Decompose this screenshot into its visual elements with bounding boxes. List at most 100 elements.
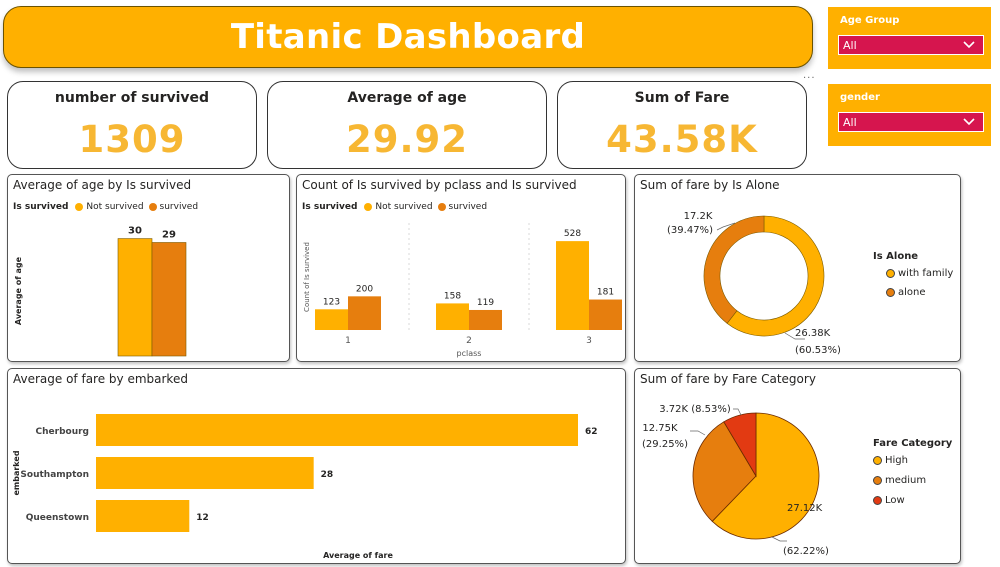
data-label-percent: (29.25%) xyxy=(642,439,688,450)
y-axis-label: embarked xyxy=(12,450,21,495)
dashboard-title-bar: Titanic Dashboard xyxy=(3,6,813,68)
chart-fare-by-is-alone[interactable]: Sum of fare by Is Alone 26.38K (60.53%) 17… xyxy=(634,174,961,362)
chart-fare-by-category[interactable]: Sum of fare by Fare Category 27.12K (62.2… xyxy=(634,368,961,564)
y-axis-label: Count of Is survived xyxy=(303,242,311,312)
legend-marker xyxy=(886,288,895,297)
data-label: 181 xyxy=(597,288,614,298)
bar-survived xyxy=(469,309,502,330)
chart-title: Sum of fare by Fare Category xyxy=(640,372,816,386)
x-axis-label: pclass xyxy=(457,349,482,358)
chart-plot: 26.38K (60.53%) 17.2K (39.47%) xyxy=(667,211,841,356)
data-label-value: 12.75K xyxy=(642,423,678,434)
chevron-down-icon xyxy=(963,41,975,49)
legend-item-label: Not survived xyxy=(375,202,433,212)
bar-not-survived xyxy=(556,241,589,330)
legend-item: medium xyxy=(873,475,926,486)
data-label-value: 26.38K xyxy=(795,328,831,339)
leader-line xyxy=(733,408,742,416)
chart-age-by-survived[interactable]: Average of age by Is survived Is survive… xyxy=(7,174,290,362)
legend-marker xyxy=(148,203,157,211)
legend-item-label: alone xyxy=(898,287,926,298)
leader-line xyxy=(771,536,787,542)
legend-item-label: Not survived xyxy=(86,202,144,212)
donut-slice-alone xyxy=(703,215,765,324)
data-label: 30 xyxy=(128,226,142,237)
legend-item-label: medium xyxy=(885,475,927,486)
chevron-down-icon xyxy=(963,118,975,126)
bar-not-survived xyxy=(315,309,348,330)
legend-marker xyxy=(873,456,882,465)
legend-title: Is survived xyxy=(13,202,69,212)
bar-survived xyxy=(151,242,187,357)
chart-plot: 123 200 1 158 119 2 528 181 3 pclass Count of Is s… xyxy=(303,223,622,358)
kpi-card-average-age[interactable]: Average of age 29.92 xyxy=(267,81,547,169)
legend-marker xyxy=(75,203,84,211)
x-axis-label: Average of fare xyxy=(323,551,393,560)
kpi-value: 1309 xyxy=(78,118,186,161)
more-options-icon[interactable]: ··· xyxy=(803,73,816,84)
data-label-percent: (39.47%) xyxy=(667,225,713,236)
bar-cherbourg xyxy=(96,414,578,446)
chart-legend: Is survived Not survived survived xyxy=(13,202,198,212)
donut-slice-with-family xyxy=(726,215,825,337)
data-label: 12 xyxy=(196,513,209,523)
kpi-card-survived[interactable]: number of survived 1309 xyxy=(7,81,257,169)
y-tick-label: Southampton xyxy=(20,470,89,480)
legend-item: alone xyxy=(886,287,926,298)
pie-slice-low xyxy=(723,412,757,478)
gender-dropdown-value: All xyxy=(843,116,857,129)
kpi-label: Sum of Fare xyxy=(634,90,730,106)
legend-item: Low xyxy=(873,495,905,506)
chart-plot: 27.12K (62.22%) 12.75K (29.25%) 3.72K (8.53%… xyxy=(642,404,829,557)
slicer-age-group: Age Group All xyxy=(828,7,991,69)
legend-item-label: Low xyxy=(885,495,905,506)
chart-count-by-pclass[interactable]: Count of Is survived by pclass and Is su… xyxy=(296,174,626,362)
legend-title: Is Alone xyxy=(873,251,919,262)
bar-queenstown xyxy=(96,500,190,532)
kpi-label: Average of age xyxy=(347,90,467,106)
x-tick-label: 1 xyxy=(345,336,351,346)
kpi-value: 29.92 xyxy=(345,118,469,161)
legend-item: High xyxy=(873,455,908,466)
age-group-dropdown-value: All xyxy=(843,39,857,52)
age-group-dropdown[interactable]: All xyxy=(838,35,984,55)
bar-not-survived xyxy=(117,238,153,357)
slicer-gender: gender All xyxy=(828,84,991,146)
legend-title: Fare Category xyxy=(873,438,953,449)
data-label: 123 xyxy=(323,297,340,307)
chart-fare-by-embarked[interactable]: Average of fare by embarked Cherbourg 62 S… xyxy=(7,368,626,564)
slicer-gender-label: gender xyxy=(840,92,880,103)
legend-marker xyxy=(437,203,446,211)
chart-title: Sum of fare by Is Alone xyxy=(640,178,780,192)
x-tick-label: 3 xyxy=(586,336,592,346)
data-label: 62 xyxy=(585,427,598,437)
leader-line xyxy=(716,222,736,231)
dashboard-title: Titanic Dashboard xyxy=(230,17,586,57)
legend-title: Is survived xyxy=(302,202,358,212)
pie-slice-high xyxy=(711,412,820,540)
data-label: 119 xyxy=(477,298,494,308)
bar-survived xyxy=(348,296,381,330)
legend-item-label: survived xyxy=(448,202,488,212)
slicer-age-group-label: Age Group xyxy=(840,15,900,26)
chart-title: Count of Is survived by pclass and Is su… xyxy=(302,178,577,192)
chart-legend: Is survived Not survived survived xyxy=(302,202,487,212)
data-label: 29 xyxy=(162,229,176,240)
legend-item-label: High xyxy=(885,455,908,466)
pie-slice-medium xyxy=(692,421,757,522)
data-label-percent: (62.22%) xyxy=(783,546,829,557)
legend-marker xyxy=(886,269,895,278)
chart-title: Average of fare by embarked xyxy=(13,372,188,386)
chart-title: Average of age by Is survived xyxy=(13,178,192,192)
y-tick-label: Cherbourg xyxy=(36,427,89,437)
y-axis-label: Average of age xyxy=(14,256,23,325)
kpi-value: 43.58K xyxy=(606,118,758,161)
kpi-label: number of survived xyxy=(54,90,210,106)
leader-line xyxy=(690,430,706,436)
bar-southampton xyxy=(96,457,314,489)
gender-dropdown[interactable]: All xyxy=(838,112,984,132)
y-tick-label: Queenstown xyxy=(26,513,89,523)
data-label-percent: (60.53%) xyxy=(795,345,841,356)
chart-plot: 30 29 Average of age xyxy=(14,226,187,357)
kpi-card-sum-fare[interactable]: Sum of Fare 43.58K xyxy=(557,81,807,169)
